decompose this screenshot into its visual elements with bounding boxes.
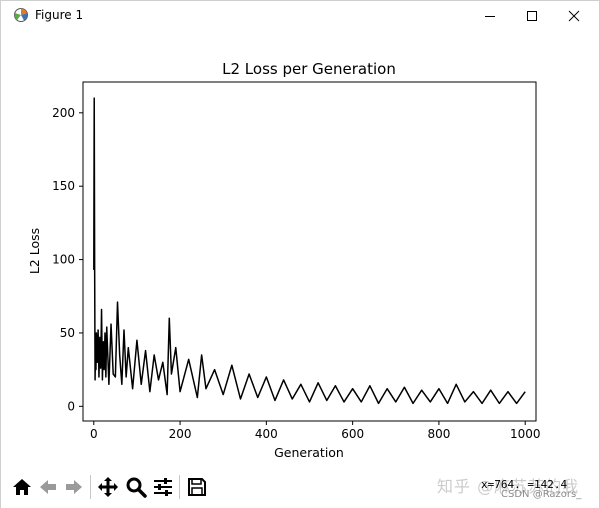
forward-arrow-icon <box>66 480 82 494</box>
cursor-coordinates: x=764. =142.4 <box>481 478 568 491</box>
toolbar-separator <box>90 475 91 499</box>
x-tick-label: 800 <box>427 427 450 441</box>
back-arrow-icon <box>40 480 56 494</box>
configure-subplots-icon <box>154 478 172 496</box>
chart-title: L2 Loss per Generation <box>222 60 396 78</box>
x-tick-label: 0 <box>90 427 98 441</box>
pan-icon <box>98 477 118 497</box>
pan-button[interactable] <box>96 475 120 499</box>
axes-frame <box>82 81 537 422</box>
x-axis-label: Generation <box>274 445 344 460</box>
forward-button[interactable] <box>62 475 86 499</box>
x-tick-label: 200 <box>169 427 192 441</box>
window-title: Figure 1 <box>35 8 84 22</box>
home-icon <box>13 479 31 495</box>
y-tick-label: 100 <box>52 253 75 267</box>
navigation-toolbar: 知乎 @麻苏苏的我 x=764. =142.4 CSDN @Razors_ <box>1 467 599 508</box>
line-chart: L2 Loss per Generation 0 200 400 600 800 1000… <box>27 60 541 460</box>
figure-canvas[interactable]: L2 Loss per Generation 0 200 400 600 800 1000… <box>1 31 599 467</box>
home-button[interactable] <box>10 475 34 499</box>
toolbar-separator <box>179 475 180 499</box>
matplotlib-figure-icon <box>14 8 28 22</box>
configure-subplots-button[interactable] <box>151 475 175 499</box>
x-tick-label: 1000 <box>510 427 541 441</box>
minimize-button[interactable] <box>467 1 513 31</box>
x-tick-label: 600 <box>341 427 364 441</box>
save-button[interactable] <box>185 475 209 499</box>
y-tick-label: 0 <box>67 399 75 413</box>
loss-series-line <box>93 97 526 405</box>
back-button[interactable] <box>36 475 60 499</box>
minimize-icon <box>485 16 495 17</box>
y-tick-label: 150 <box>52 179 75 193</box>
save-icon <box>188 478 206 496</box>
watermark-text: 知乎 @麻苏苏的我 <box>437 477 580 496</box>
credit-watermark: CSDN @Razors_ <box>501 489 582 500</box>
x-tick-label: 400 <box>255 427 278 441</box>
title-bar[interactable]: Figure 1 <box>1 1 599 31</box>
maximize-button[interactable] <box>509 1 555 31</box>
zoom-icon <box>126 477 147 498</box>
y-axis-label: L2 Loss <box>27 228 42 274</box>
maximize-icon <box>527 11 537 21</box>
y-tick-label: 50 <box>60 326 75 340</box>
close-icon <box>568 10 580 22</box>
close-button[interactable] <box>551 1 597 31</box>
y-tick-label: 200 <box>52 106 75 120</box>
zoom-button[interactable] <box>124 475 148 499</box>
